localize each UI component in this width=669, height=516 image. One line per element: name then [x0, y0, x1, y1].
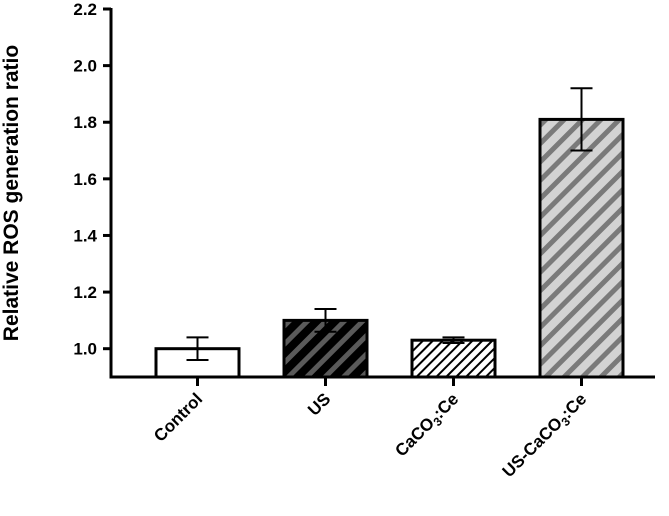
y-tick-label-2: 1.4 [73, 226, 97, 245]
y-tick-label-5: 2.0 [73, 57, 97, 76]
y-tick-label-1: 1.2 [73, 283, 97, 302]
bar-2 [410, 338, 497, 379]
x-tick-label-0: Control [150, 389, 206, 445]
x-tick-label-2: CaCO3:Ce [391, 389, 464, 462]
bar-3 [538, 117, 625, 379]
y-axis-label: Relative ROS generation ratio [0, 45, 23, 341]
y-tick-label-6: 2.2 [73, 0, 97, 19]
y-tick-label-0: 1.0 [73, 340, 97, 359]
y-tick-label-4: 1.8 [73, 113, 97, 132]
plot-area: 1.0 1.2 1.4 1.6 1.8 2.0 2.2 Control US CaCO3:Ce US… [73, 0, 655, 483]
y-tick-label-3: 1.6 [73, 170, 97, 189]
x-tick-label-3: US-CaCO3:Ce [499, 389, 593, 483]
x-tick-label-1: US [304, 389, 334, 419]
